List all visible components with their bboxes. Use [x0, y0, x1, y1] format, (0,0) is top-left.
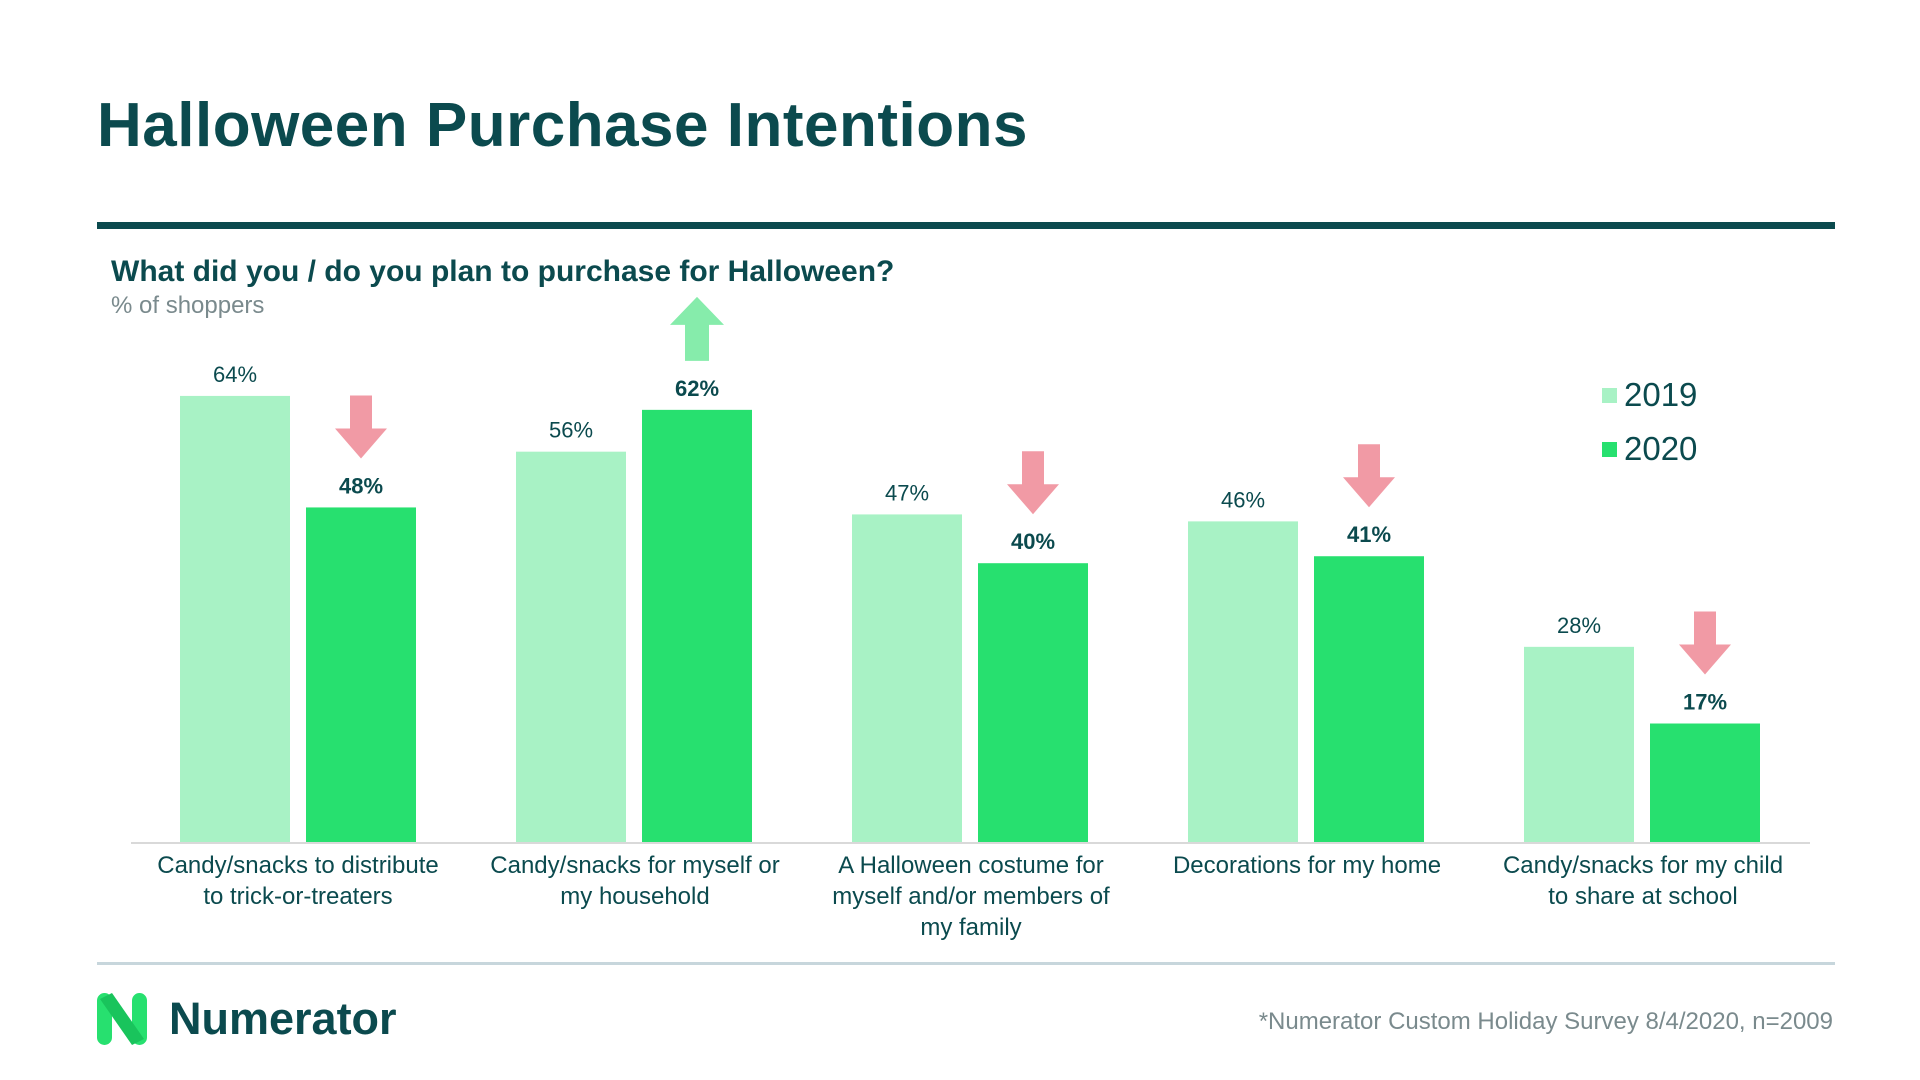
- category-label-line: A Halloween costume for: [838, 852, 1104, 879]
- value-label-2019-myself-household: 56%: [549, 418, 593, 443]
- legend-item-2019: 2019: [1602, 368, 1697, 422]
- down-arrow-icon-decorations: [1343, 444, 1395, 508]
- legend-label-2020: 2020: [1624, 430, 1698, 467]
- category-label-line: Candy/snacks to distribute: [157, 852, 439, 879]
- chart-subtitle: % of shoppers: [111, 292, 265, 319]
- value-label-2019-child-school: 28%: [1557, 613, 1601, 638]
- legend-label-2019: 2019: [1624, 376, 1698, 413]
- category-label-line: my household: [560, 883, 710, 910]
- value-label-2020-costume: 40%: [1011, 529, 1055, 554]
- category-label-line: Candy/snacks for myself or: [490, 852, 780, 879]
- bar-2019-trick-or-treaters: [180, 395, 290, 842]
- value-labels-layer: 64% 48% 56% 62% 47% 40% 46% 41% 28% 17%: [213, 362, 1727, 715]
- category-label-myself-household: Candy/snacks for myself or my household: [470, 850, 800, 912]
- category-label-child-school: Candy/snacks for my child to share at sc…: [1478, 850, 1808, 912]
- numerator-logo: Numerator: [97, 993, 397, 1045]
- footer-divider: [97, 962, 1835, 965]
- change-arrows-layer: [335, 296, 1731, 675]
- category-label-line: myself and/or members of: [832, 883, 1110, 910]
- category-label-trick-or-treaters: Candy/snacks to distribute to trick-or-t…: [133, 850, 463, 912]
- value-label-2020-child-school: 17%: [1683, 690, 1727, 715]
- category-label-decorations: Decorations for my home: [1142, 850, 1472, 881]
- value-label-2020-decorations: 41%: [1347, 522, 1391, 547]
- value-label-2020-trick-or-treaters: 48%: [339, 473, 383, 498]
- source-footnote: *Numerator Custom Holiday Survey 8/4/202…: [1258, 1008, 1833, 1035]
- category-label-line: to trick-or-treaters: [203, 883, 393, 910]
- bars-layer: [180, 395, 1760, 842]
- category-label-line: to share at school: [1548, 883, 1738, 910]
- value-label-2019-decorations: 46%: [1221, 487, 1265, 512]
- legend-swatch-2019: [1602, 387, 1617, 403]
- legend-item-2020: 2020: [1602, 422, 1697, 476]
- down-arrow-icon-trick-or-treaters: [335, 395, 387, 459]
- category-label-costume: A Halloween costume for myself and/or me…: [806, 850, 1136, 943]
- category-label-line: Decorations for my home: [1172, 852, 1442, 879]
- bar-2020-child-school: [1650, 723, 1760, 842]
- value-label-2019-trick-or-treaters: 64%: [213, 362, 257, 387]
- bar-2019-child-school: [1524, 646, 1634, 842]
- page-title: Halloween Purchase Intentions: [97, 91, 1028, 160]
- bar-2019-decorations: [1188, 521, 1298, 842]
- category-label-line: Candy/snacks for my child: [1502, 852, 1784, 879]
- numerator-logo-icon: [97, 993, 147, 1045]
- down-arrow-icon-child-school: [1679, 611, 1731, 675]
- bar-2020-myself-household: [642, 409, 752, 842]
- bar-2020-decorations: [1314, 556, 1424, 842]
- bar-2019-myself-household: [516, 451, 626, 842]
- bar-2020-costume: [978, 563, 1088, 842]
- down-arrow-icon-costume: [1007, 451, 1059, 515]
- bar-2020-trick-or-treaters: [306, 507, 416, 842]
- chart-question: What did you / do you plan to purchase f…: [111, 255, 895, 288]
- title-divider: [97, 222, 1835, 229]
- value-label-2020-myself-household: 62%: [675, 376, 719, 401]
- bar-2019-costume: [852, 514, 962, 842]
- chart-legend: 2019 2020: [1602, 368, 1697, 476]
- up-arrow-icon-myself-household: [670, 296, 724, 361]
- legend-swatch-2020: [1602, 441, 1617, 457]
- brand-name: Numerator: [169, 993, 397, 1044]
- category-label-line: my family: [920, 914, 1022, 941]
- value-label-2019-costume: 47%: [885, 480, 929, 505]
